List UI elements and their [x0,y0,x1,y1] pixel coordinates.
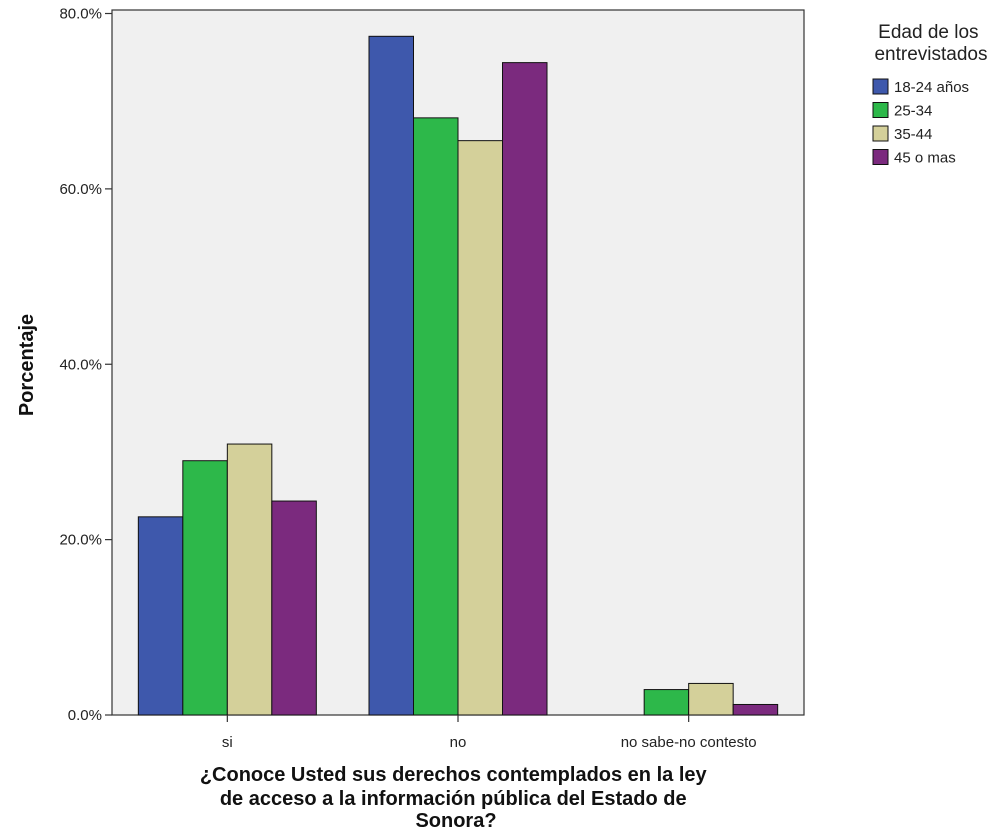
bar [368,35,414,716]
bar [182,460,228,716]
legend-title: Edad de los entrevistados [874,22,987,65]
x-tick-label: no sabe-no contesto [621,734,757,751]
y-tick-label: 20.0% [59,532,102,549]
y-tick-label: 40.0% [59,356,102,373]
y-tick-label: 80.0% [59,6,102,23]
legend-title-line-1: Edad de los [878,22,978,43]
legend-label: 45 o mas [894,150,956,167]
y-axis: 0.0% 20.0% 40.0% 60.0% 80.0% [59,6,112,724]
y-axis-title: Porcentaje [16,314,38,416]
legend: Edad de los entrevistados 18-24 años 25-3… [872,22,988,167]
x-axis-title-line-2: de acceso a la información pública del E… [220,788,687,810]
bar [643,689,690,716]
bars-group [137,35,779,716]
bar [502,62,548,716]
bar [688,682,734,716]
bar [457,140,503,716]
legend-label: 25-34 [894,103,932,120]
legend-swatch [872,102,889,118]
x-axis-title-line-3: Sonora? [415,810,496,832]
x-axis-title: ¿Conoce Usted sus derechos contemplados … [200,764,712,832]
legend-title-line-2: entrevistados [874,44,987,65]
bar [413,117,459,716]
legend-label: 18-24 años [894,79,969,96]
bar [137,516,184,716]
bar [226,443,273,716]
bar [732,703,779,716]
y-tick-label: 0.0% [68,707,102,724]
x-axis: si no no sabe-no contesto [222,715,757,751]
x-axis-title-line-1: ¿Conoce Usted sus derechos contemplados … [200,764,708,786]
x-tick-label: si [222,734,233,751]
x-tick-label: no [450,734,467,751]
bar [271,500,317,716]
legend-swatch [872,78,889,95]
legend-swatch [872,125,889,142]
legend-label: 35-44 [894,126,932,143]
y-tick-label: 60.0% [59,181,102,198]
legend-swatch [872,149,889,165]
